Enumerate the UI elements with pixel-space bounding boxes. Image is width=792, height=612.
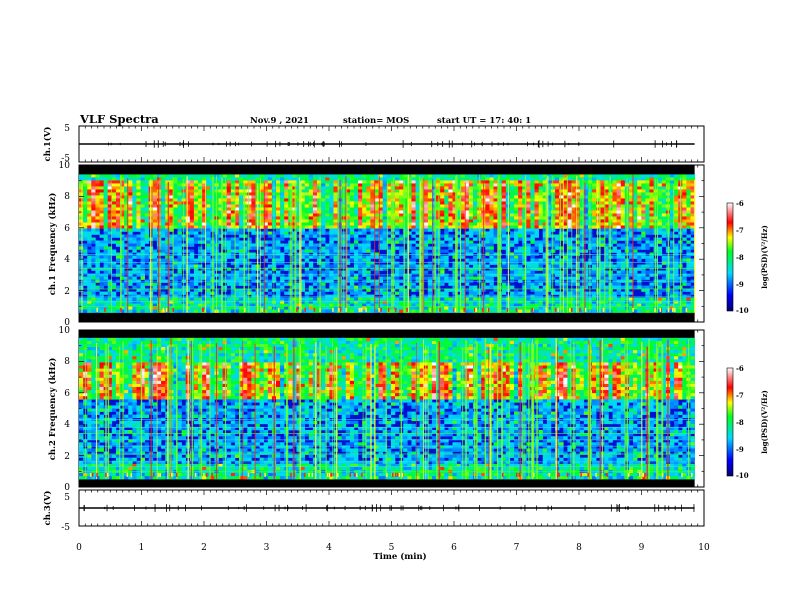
station-label: station= MOS <box>343 116 410 126</box>
ch2-cb-tick-m7: -7 <box>736 391 744 400</box>
xtick-4: 4 <box>326 543 332 553</box>
ch1-cb-tick-m8: -8 <box>736 253 744 262</box>
ch2-colorbar-label: log(PSD)(V²/Hz) <box>760 390 769 454</box>
ch1-cb-tick-m9: -9 <box>736 280 744 289</box>
ch1-freq-tick-0: 0 <box>64 318 70 328</box>
ch1-cb-tick-m10: -10 <box>736 306 749 315</box>
xtick-6: 6 <box>451 543 457 553</box>
ch2-spectrogram-ylabel: ch.2 Frequency (kHz) <box>47 358 58 461</box>
ch3-waveform-trace <box>79 504 695 512</box>
ch1-ytick-top: 5 <box>64 124 70 134</box>
xtick-10: 10 <box>698 543 710 553</box>
xtick-5: 5 <box>389 543 395 553</box>
figure-title: VLF Spectra <box>80 112 159 126</box>
ch1-spectrogram-ylabel: ch.1 Frequency (kHz) <box>47 193 58 296</box>
ch2-freq-tick-0: 0 <box>64 483 70 493</box>
ch2-spectrogram-yticklabels: 0 2 4 6 8 10 <box>59 326 71 493</box>
xtick-8: 8 <box>576 543 582 553</box>
ch1-ytick-bottom: -5 <box>61 154 70 164</box>
ch2-spectrogram <box>79 330 695 487</box>
xtick-2: 2 <box>201 543 207 553</box>
ch1-freq-tick-10: 10 <box>59 161 71 171</box>
ch1-cb-tick-m6: -6 <box>736 199 744 208</box>
xtick-9: 9 <box>639 543 645 553</box>
xtick-0: 0 <box>76 543 82 553</box>
ch3-waveform-ylabel: ch.3(V) <box>42 491 53 526</box>
start-time-label: start UT = 17: 40: 1 <box>437 116 532 126</box>
ch1-freq-tick-6: 6 <box>64 224 70 234</box>
ch2-cb-tick-m8: -8 <box>736 418 744 427</box>
ch1-spectrogram-yticklabels: 0 2 4 6 8 10 <box>59 161 71 328</box>
ch1-freq-tick-8: 8 <box>64 192 70 202</box>
ch1-colorbar: -6 -7 -8 -9 -10 log(PSD)(V²/Hz) <box>726 199 769 315</box>
ch1-colorbar-gradient <box>726 202 734 312</box>
date-label: Nov.9 , 2021 <box>250 116 309 126</box>
ch3-ytick-top: 5 <box>64 493 70 503</box>
ch2-freq-tick-6: 6 <box>64 389 70 399</box>
ch2-colorbar: -6 -7 -8 -9 -10 log(PSD)(V²/Hz) <box>726 364 769 480</box>
xtick-1: 1 <box>139 543 145 553</box>
ch2-freq-tick-8: 8 <box>64 357 70 367</box>
ch2-cb-tick-m6: -6 <box>736 364 744 373</box>
ch2-freq-tick-2: 2 <box>64 452 70 462</box>
ch1-waveform-ylabel: ch.1(V) <box>42 127 53 162</box>
ch2-freq-tick-10: 10 <box>59 326 71 336</box>
ch1-colorbar-label: log(PSD)(V²/Hz) <box>760 225 769 289</box>
axis-ticks <box>78 126 705 526</box>
ch2-cb-tick-m9: -9 <box>736 445 744 454</box>
xtick-7: 7 <box>514 543 520 553</box>
ch1-cb-tick-m7: -7 <box>736 226 744 235</box>
ch1-freq-tick-4: 4 <box>64 255 70 265</box>
time-axis-ticklabels: 0 1 2 3 4 5 6 7 8 9 10 <box>76 543 710 553</box>
ch1-waveform-trace <box>79 140 695 148</box>
ch3-ytick-bottom: -5 <box>61 523 70 533</box>
ch2-cb-tick-m10: -10 <box>736 471 749 480</box>
ch2-freq-tick-4: 4 <box>64 420 70 430</box>
time-axis-label: Time (min) <box>373 551 426 562</box>
ch1-spectrogram <box>79 165 696 322</box>
ch1-freq-tick-2: 2 <box>64 287 70 297</box>
ch2-colorbar-gradient <box>726 367 734 477</box>
xtick-3: 3 <box>264 543 270 553</box>
